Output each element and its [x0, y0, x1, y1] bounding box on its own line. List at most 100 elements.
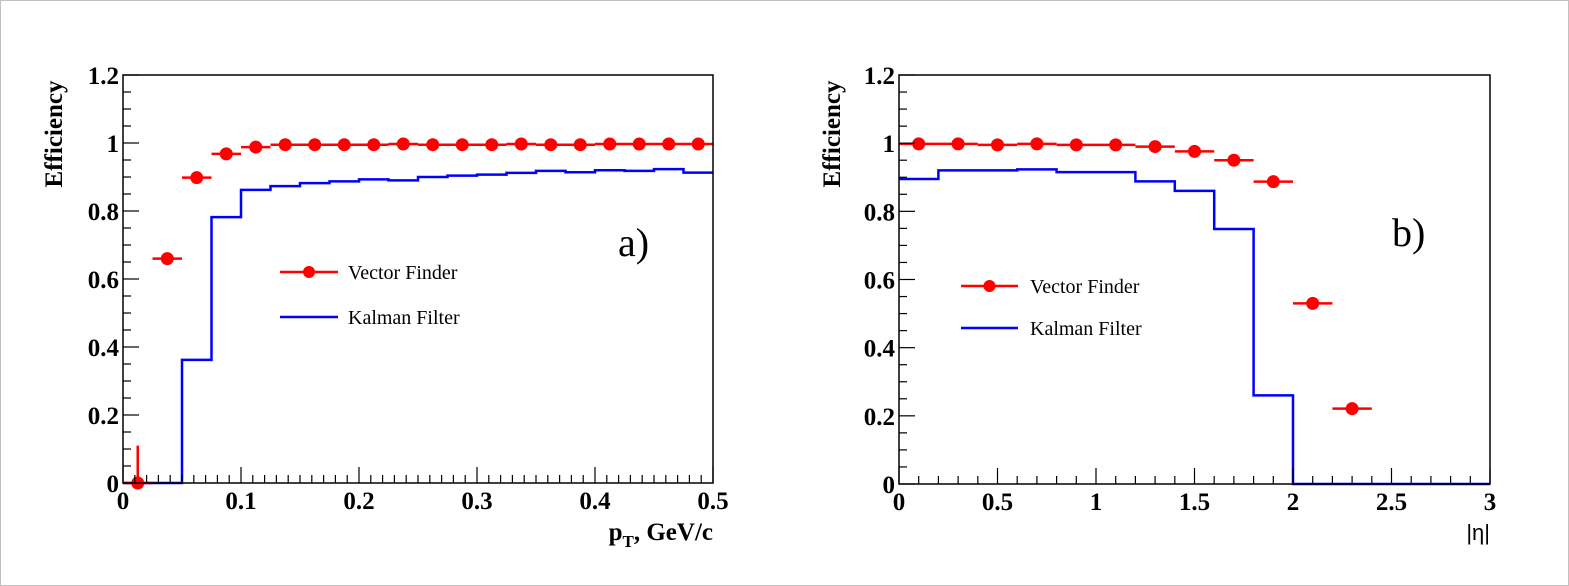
vector-finder-point [211, 147, 241, 161]
data-marker [603, 137, 617, 151]
y-tick-label: 0.2 [864, 404, 895, 431]
vector-finder-point [1017, 137, 1057, 151]
vector-finder-point [329, 138, 359, 152]
y-tick-label: 0.4 [88, 335, 120, 362]
vector-finder-point [506, 137, 536, 151]
data-marker [991, 138, 1004, 152]
x-tick-label: 0.1 [225, 488, 256, 515]
x-tick-label: 2 [1287, 489, 1300, 516]
vector-finder-point [152, 252, 182, 266]
vector-finder-point [1135, 140, 1175, 154]
data-marker [160, 252, 174, 266]
axis-ticks [122, 74, 714, 484]
panel-b-efficiency-vs-eta: 0 0.2 0.4 0.6 0.8 1 1.2 0 0.5 1 1.5 2 2.5 3 Efficien… [819, 63, 1496, 545]
data-marker [1069, 138, 1083, 152]
data-marker [190, 171, 204, 185]
y-tick-label: 1 [883, 131, 896, 158]
data-marker [1345, 402, 1359, 416]
vector-finder-point [977, 138, 1018, 152]
data-marker [426, 138, 440, 152]
legend-vector-finder-label: Vector Finder [348, 262, 458, 284]
vector-finder-point [447, 138, 477, 152]
y-tick-label: 0 [883, 472, 896, 499]
vector-finder-point [565, 138, 595, 152]
vector-finder-point [595, 137, 625, 151]
vector-finder-point [1293, 296, 1333, 310]
data-marker [662, 137, 676, 151]
vector-finder-point [938, 137, 978, 151]
data-marker [691, 137, 705, 151]
x-tick-labels: 0 0.5 1 1.5 2 2.5 3 [893, 489, 1497, 516]
panel-label: a) [618, 220, 649, 265]
data-marker [1188, 144, 1201, 158]
vector-finder-point [1174, 144, 1215, 158]
y-tick-label: 1 [107, 131, 120, 158]
y-tick-label: 1.2 [88, 63, 119, 90]
x-tick-label: 0.2 [343, 488, 374, 515]
vector-finder-point [1096, 138, 1136, 152]
vector-finder-point [536, 138, 566, 152]
vector-finder-point [1056, 138, 1096, 152]
data-marker [1266, 175, 1280, 189]
x-tick-label: 3 [1484, 489, 1497, 516]
y-tick-labels: 0 0.2 0.4 0.6 0.8 1 1.2 [864, 63, 896, 499]
vector-finder-point [683, 137, 713, 151]
data-marker [337, 138, 351, 152]
data-marker [485, 138, 499, 152]
legend-vector-finder-label: Vector Finder [1030, 276, 1140, 298]
axis-ticks [898, 74, 1491, 485]
x-tick-label: 0.5 [697, 488, 728, 515]
vector-finder-point [270, 138, 300, 152]
x-tick-labels: 0 0.1 0.2 0.3 0.4 0.5 [117, 488, 729, 515]
vector-finder-point [182, 171, 212, 185]
y-tick-label: 0.6 [88, 267, 119, 294]
vector-finder-point [477, 138, 507, 152]
y-tick-label: 0.8 [864, 199, 895, 226]
plot-frame [898, 74, 1491, 485]
y-tick-label: 0.8 [88, 199, 119, 226]
y-tick-labels: 0 0.2 0.4 0.6 0.8 1 1.2 [88, 63, 120, 498]
data-marker [1227, 153, 1241, 167]
vector-finder-point [241, 140, 271, 154]
y-axis-title: Efficiency [41, 80, 68, 187]
y-tick-label: 0.4 [864, 336, 896, 363]
legend-vector-finder-marker [983, 280, 996, 292]
x-tick-label: 0.4 [579, 488, 611, 515]
kalman-filter-step-line [123, 167, 713, 485]
data-marker [367, 138, 381, 152]
x-axis-title: pT, GeV/c [609, 519, 713, 551]
x-tick-label: 0 [893, 489, 906, 516]
data-marker [1030, 137, 1044, 151]
data-marker [249, 140, 263, 154]
vector-finder-series [123, 137, 713, 490]
x-axis-title: |η| [1466, 520, 1490, 545]
data-marker [396, 137, 410, 151]
data-marker [573, 138, 587, 152]
legend-kalman-filter-label: Kalman Filter [1030, 318, 1142, 340]
x-tick-label: 0 [117, 488, 130, 515]
data-marker [1148, 140, 1162, 154]
x-axis-title-rest: , GeV/c [634, 519, 713, 546]
vector-finder-point [1214, 153, 1254, 167]
legend-kalman-filter-label: Kalman Filter [348, 307, 460, 329]
vector-finder-point [418, 138, 448, 152]
vector-finder-point [624, 137, 654, 151]
data-marker [514, 137, 528, 151]
vector-finder-point [388, 137, 418, 151]
y-tick-label: 0.2 [88, 403, 119, 430]
y-axis-title: Efficiency [819, 80, 846, 187]
data-marker [544, 138, 558, 152]
y-tick-label: 1.2 [864, 63, 895, 90]
data-marker [455, 138, 469, 152]
panel-label: b) [1392, 210, 1425, 255]
legend-vector-finder-marker [303, 266, 315, 278]
x-tick-label: 1.5 [1179, 489, 1210, 516]
vector-finder-point [1253, 175, 1293, 189]
x-tick-label: 2.5 [1376, 489, 1407, 516]
data-marker [951, 137, 965, 151]
x-tick-label: 0.5 [982, 489, 1013, 516]
data-marker [278, 138, 292, 152]
legend: Vector Finder Kalman Filter [961, 276, 1142, 340]
vector-finder-point [899, 137, 939, 151]
